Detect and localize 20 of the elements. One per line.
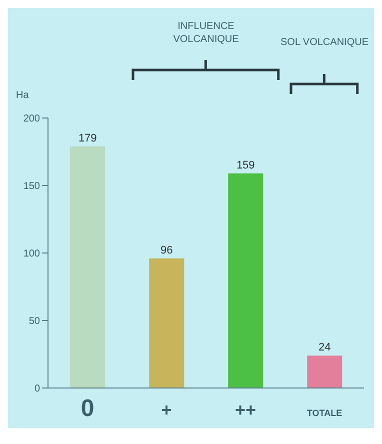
bar [307,356,342,388]
y-axis-title: Ha [16,90,29,101]
data-label: 159 [236,159,255,172]
x-tick-label: + [161,400,172,420]
y-tick-label: 100 [23,248,40,260]
y-tick-label: 0 [34,384,40,395]
bar [228,173,264,388]
y-tick-label: 200 [23,114,40,125]
bar [149,258,184,388]
x-tick-label: ++ [234,400,256,420]
text: INFLUENCE VOLCANIQUE [172,20,240,46]
data-label: 24 [318,342,331,354]
text: SOL VOLCANIQUE [280,36,370,49]
data-label: 179 [78,132,97,144]
data-label: 96 [160,244,173,256]
x-tick-label: 0 [80,395,94,422]
bar [70,146,106,388]
y-tick-label: 50 [28,316,40,328]
x-tick-label: TOTALE [306,408,342,418]
y-tick-label: 150 [23,181,40,192]
